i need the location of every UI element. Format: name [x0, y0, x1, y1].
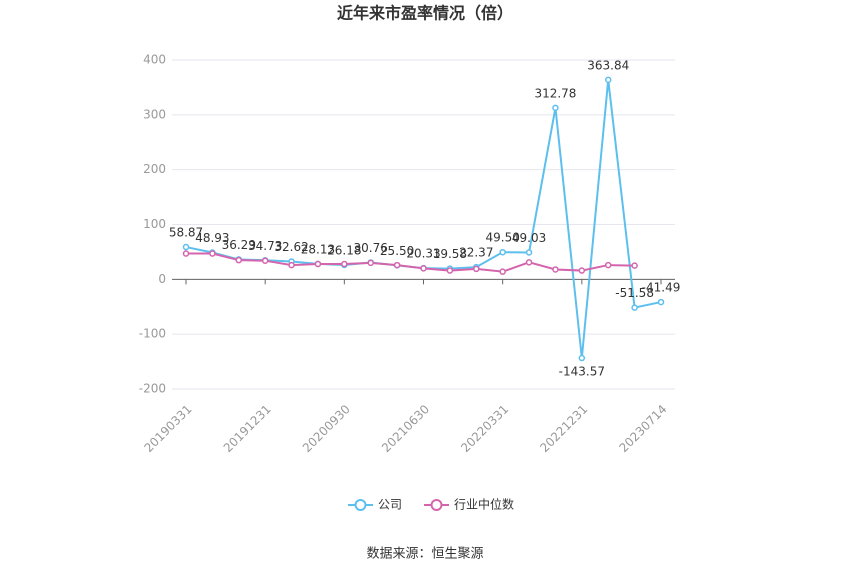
legend-marker: [430, 499, 443, 511]
y-tick-label: -100: [139, 327, 166, 341]
point: [657, 298, 665, 306]
data-label: 58.87: [169, 226, 203, 240]
point: [261, 257, 269, 264]
data-label: 34.73: [248, 239, 282, 253]
point: [525, 249, 533, 256]
point: [552, 266, 559, 273]
data-label: -51.58: [615, 286, 654, 300]
data-label: 312.78: [534, 86, 576, 100]
x-tick-label: 20191231: [221, 402, 274, 455]
data-label: 363.84: [587, 58, 629, 72]
legend-item[interactable]: 行业中位数: [424, 497, 514, 512]
point: [631, 262, 638, 269]
point: [209, 250, 216, 257]
series-line: [186, 252, 635, 273]
x-tick-label: 20190331: [142, 402, 195, 455]
legend-label: 公司: [378, 498, 402, 512]
data-label: 48.93: [195, 231, 229, 245]
data-label: 19.58: [433, 247, 467, 261]
series-line: [185, 79, 662, 359]
data-label: 25.50: [380, 244, 414, 258]
point: [182, 250, 190, 257]
y-tick-label: 0: [158, 272, 166, 286]
x-tick-label: 20230714: [617, 402, 670, 455]
point: [473, 265, 480, 273]
x-tick-label: 20220331: [458, 402, 511, 455]
y-tick-label: 200: [143, 162, 166, 176]
x-tick-label: 20210630: [379, 402, 432, 455]
data-label: 49.50: [485, 231, 519, 245]
legend-label: 行业中位数: [454, 497, 514, 512]
y-tick-label: 300: [143, 107, 166, 121]
point: [314, 260, 322, 268]
point: [367, 259, 374, 267]
point: [341, 260, 348, 268]
data-label: 22.37: [459, 246, 493, 260]
point: [499, 268, 506, 275]
point: [552, 104, 559, 112]
data-label: 36.29: [222, 238, 256, 252]
data-label: 30.76: [354, 241, 388, 255]
point: [604, 76, 612, 84]
y-tick-label: 100: [143, 217, 166, 231]
data-label: 20.33: [406, 247, 440, 261]
point: [288, 261, 295, 269]
point: [525, 259, 533, 266]
y-tick-label: 400: [143, 53, 166, 67]
data-label: 32.62: [274, 240, 308, 254]
data-label: -41.49: [642, 281, 681, 295]
point: [393, 261, 401, 269]
y-tick-label: -200: [139, 382, 166, 396]
source-note: 数据来源：恒生聚源: [366, 547, 483, 562]
point: [578, 354, 586, 362]
point: [446, 267, 454, 274]
point: [499, 248, 506, 256]
legend-item[interactable]: 公司: [348, 498, 402, 512]
data-label: 28.13: [301, 242, 335, 256]
x-tick-label: 20200930: [300, 402, 353, 455]
x-tick-label: 20221231: [537, 402, 590, 455]
point: [604, 261, 612, 269]
point: [182, 243, 190, 251]
data-label: 26.18: [327, 243, 361, 257]
point: [420, 265, 427, 272]
legend-marker: [354, 499, 367, 511]
data-label: 49.03: [512, 231, 546, 245]
point: [578, 267, 586, 274]
chart-title: 近年来市盈率情况（倍）: [337, 4, 513, 23]
point: [631, 304, 638, 311]
point: [235, 256, 243, 264]
data-label: -143.57: [559, 365, 605, 379]
